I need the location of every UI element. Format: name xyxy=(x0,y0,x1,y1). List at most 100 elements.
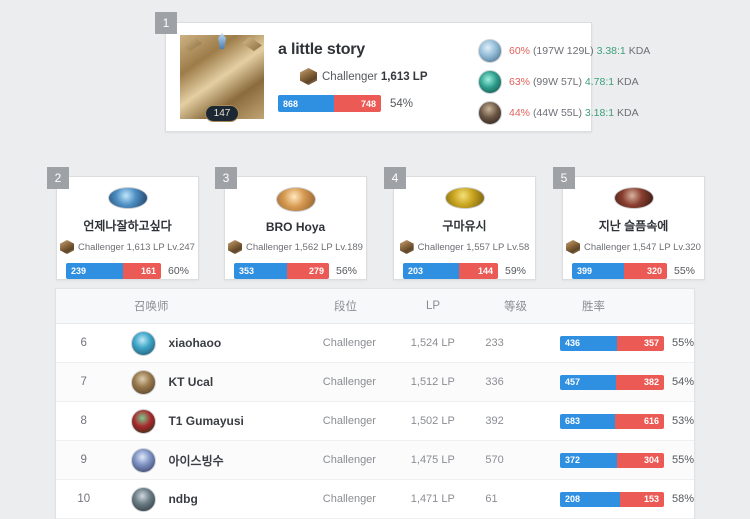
row-level: 392 xyxy=(485,415,504,427)
row-tier: Challenger xyxy=(322,337,376,349)
summoner-name[interactable]: 언제나잘하고싶다 xyxy=(83,219,172,233)
tier-line: Challenger 1,547 LP Lv.320 xyxy=(566,240,701,254)
summoner-icon[interactable]: 147 xyxy=(180,33,264,125)
tier-line: Challenger 1,562 LP Lv.189 xyxy=(228,240,363,254)
wins-segment: 372 xyxy=(559,452,618,468)
winrate-percent: 54% xyxy=(671,376,695,388)
winloss-row: 353 279 56% xyxy=(233,263,357,279)
wins-segment: 353 xyxy=(233,263,288,279)
column-header-level: 等级 xyxy=(504,301,527,313)
winrate-percent: 55% xyxy=(671,337,695,349)
winrate-percent: 56% xyxy=(335,265,357,277)
champion-stats-list: 60% (197W 129L) 3.38:1 KDA 63% (99W 57L)… xyxy=(478,35,650,132)
row-tier: Challenger xyxy=(322,415,376,427)
rank-3-card[interactable]: 3 BRO Hoya Challenger 1,562 LP Lv.189 35… xyxy=(215,167,367,280)
row-rank: 6 xyxy=(80,337,87,349)
summoner-avatar[interactable] xyxy=(131,330,157,356)
row-level: 570 xyxy=(485,454,504,466)
wins-segment: 208 xyxy=(559,491,621,507)
winrate-percent: 58% xyxy=(671,493,695,505)
winrate-percent: 59% xyxy=(504,265,526,277)
winrate-percent: 60% xyxy=(167,265,189,277)
summoner-icon[interactable] xyxy=(107,187,148,209)
summoner-avatar[interactable] xyxy=(131,408,157,434)
table-row[interactable]: 7 KT Ucal Challenger 1,512 LP 336 457 38… xyxy=(56,363,694,402)
table-row[interactable]: 9 아이스빙수 Challenger 1,475 LP 570 372 304 … xyxy=(56,441,694,480)
wins-segment: 203 xyxy=(402,263,460,279)
winrate-percent: 53% xyxy=(671,415,695,427)
summoner-avatar[interactable] xyxy=(131,486,157,512)
tier-text: Challenger 1,547 LP Lv.320 xyxy=(584,241,701,253)
row-lp: 1,524 LP xyxy=(410,337,455,349)
champion-avatar-2-icon[interactable] xyxy=(478,70,502,94)
winloss-row: 399 320 55% xyxy=(571,263,695,279)
wins-segment: 399 xyxy=(571,263,625,279)
champion-avatar-1-icon[interactable] xyxy=(478,39,502,63)
row-level: 233 xyxy=(485,337,504,349)
tier-line: Challenger 1,557 LP Lv.58 xyxy=(399,240,530,254)
row-tier: Challenger xyxy=(322,454,376,466)
tier-text: Challenger 1,557 LP Lv.58 xyxy=(417,241,530,253)
row-level: 61 xyxy=(485,493,498,505)
losses-segment: 279 xyxy=(287,263,329,279)
champion-stat-row: 63% (99W 57L) 4.78:1 KDA xyxy=(478,70,650,94)
summoner-icon[interactable] xyxy=(444,187,485,209)
rank-4-card[interactable]: 4 구마유시 Challenger 1,557 LP Lv.58 203 144… xyxy=(384,167,536,280)
row-lp: 1,475 LP xyxy=(410,454,455,466)
summoner-name[interactable]: 구마유시 xyxy=(442,219,487,233)
champion-stat-text: 63% (99W 57L) 4.78:1 KDA xyxy=(509,76,639,88)
row-tier: Challenger xyxy=(322,493,376,505)
rank-5-card[interactable]: 5 지난 슬픔속에 Challenger 1,547 LP Lv.320 399… xyxy=(553,167,705,280)
summoner-name[interactable]: xiaohaoo xyxy=(168,336,222,350)
summoner-level-badge: 147 xyxy=(205,105,239,122)
losses-segment: 357 xyxy=(617,335,664,351)
tier-text: Challenger 1,613 LP Lv.247 xyxy=(78,241,195,253)
summoner-name[interactable]: 지난 슬픔속에 xyxy=(598,219,669,233)
losses-segment: 144 xyxy=(459,263,498,279)
rank-badge: 2 xyxy=(47,167,69,189)
summoner-icon[interactable] xyxy=(613,187,654,209)
rank-1-hero-card[interactable]: 1 147 a little story Challenger 1,613 LP xyxy=(155,12,650,132)
table-header-row: 召唤师 段位 LP 等级 胜率 xyxy=(56,289,694,324)
summoner-avatar[interactable] xyxy=(131,369,157,395)
challenger-emblem-icon xyxy=(228,240,243,254)
wins-segment: 457 xyxy=(559,374,617,390)
winloss-bar: 353 279 xyxy=(233,263,329,279)
tier-text: Challenger 1,613 LP xyxy=(322,70,428,83)
column-header-lp: LP xyxy=(426,300,441,312)
row-lp: 1,502 LP xyxy=(410,415,455,427)
summoner-name[interactable]: 아이스빙수 xyxy=(168,453,224,468)
challenger-emblem-icon xyxy=(566,240,581,254)
challenger-emblem-icon xyxy=(300,68,317,85)
winloss-row: 239 161 60% xyxy=(65,263,189,279)
summoner-name[interactable]: KT Ucal xyxy=(168,375,214,389)
champion-stat-row: 60% (197W 129L) 3.38:1 KDA xyxy=(478,39,650,63)
summoner-name[interactable]: BRO Hoya xyxy=(265,220,326,234)
row-lp: 1,512 LP xyxy=(410,376,455,388)
summoner-avatar[interactable] xyxy=(131,447,157,473)
champion-avatar-3-icon[interactable] xyxy=(478,101,502,125)
wins-segment: 683 xyxy=(559,413,616,429)
tier-line: Challenger 1,613 LP xyxy=(300,68,446,85)
winrate-percent: 54% xyxy=(390,97,414,110)
summoner-icon[interactable] xyxy=(275,187,316,212)
table-row[interactable]: 8 T1 Gumayusi Challenger 1,502 LP 392 68… xyxy=(56,402,694,441)
losses-segment: 320 xyxy=(624,263,667,279)
row-rank: 9 xyxy=(80,454,87,466)
rank-2-card[interactable]: 2 언제나잘하고싶다 Challenger 1,613 LP Lv.247 23… xyxy=(47,167,199,280)
rank-badge: 3 xyxy=(215,167,237,189)
icon-border xyxy=(180,35,264,119)
summoner-name[interactable]: a little story xyxy=(278,41,366,58)
champion-stat-row: 44% (44W 55L) 3.18:1 KDA xyxy=(478,101,650,125)
table-row[interactable]: 10 ndbg Challenger 1,471 LP 61 208 153 5… xyxy=(56,480,694,519)
column-header-summoner: 召唤师 xyxy=(134,301,169,313)
tier-text: Challenger 1,562 LP Lv.189 xyxy=(246,241,363,253)
winloss-bar: 239 161 xyxy=(65,263,161,279)
challenger-emblem-icon xyxy=(399,240,414,254)
winrate-percent: 55% xyxy=(673,265,695,277)
winloss-bar: 399 320 xyxy=(571,263,667,279)
losses-segment: 382 xyxy=(616,374,664,390)
summoner-name[interactable]: ndbg xyxy=(168,492,198,506)
table-row[interactable]: 6 xiaohaoo Challenger 1,524 LP 233 436 3… xyxy=(56,324,694,363)
summoner-name[interactable]: T1 Gumayusi xyxy=(168,414,244,428)
